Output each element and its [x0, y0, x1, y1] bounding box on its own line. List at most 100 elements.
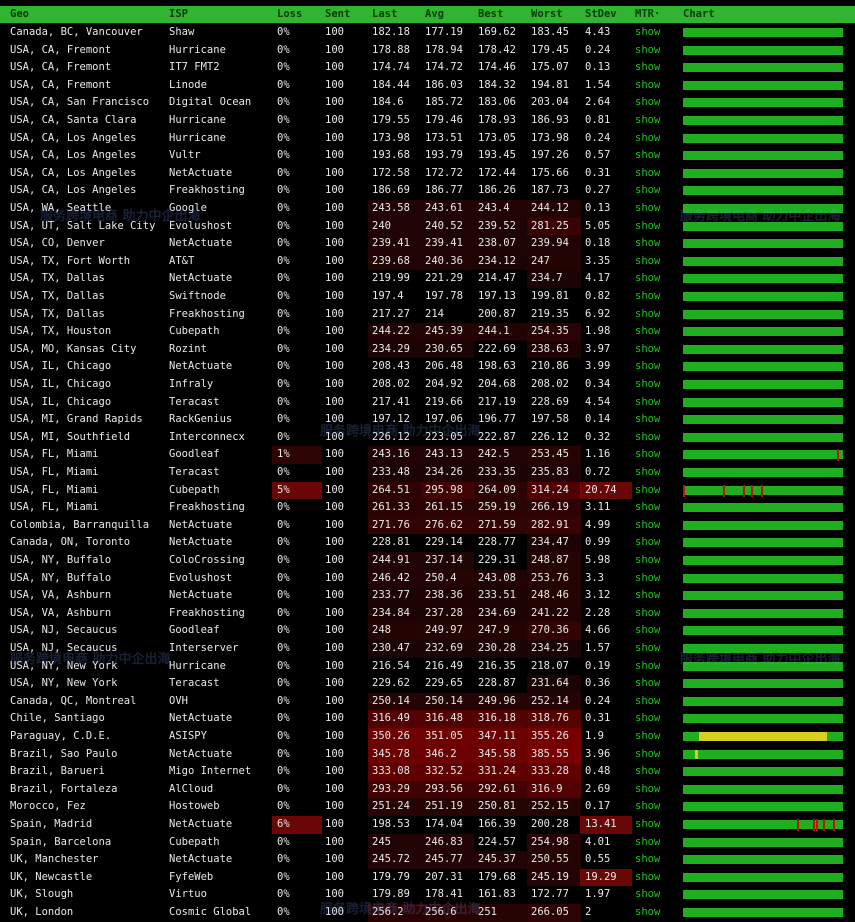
latency-heat-cell — [421, 833, 474, 852]
cell-isp: Shaw — [169, 26, 195, 38]
mtr-show-link[interactable]: show — [635, 307, 661, 320]
latency-chart-bar — [683, 28, 843, 37]
mtr-show-link[interactable]: show — [635, 554, 661, 566]
mtr-show-link[interactable]: show — [635, 853, 661, 866]
mtr-show-link[interactable]: show — [635, 888, 661, 901]
cell-isp: Virtuo — [169, 888, 207, 901]
mtr-show-link[interactable]: show — [635, 782, 661, 795]
mtr-show-link[interactable]: show — [635, 378, 661, 390]
cell-best: 228.77 — [478, 536, 516, 549]
mtr-show-link[interactable]: show — [635, 712, 661, 725]
table-row: Spain, Madrid NetActuate 6% 100 198.53 174.04… — [0, 816, 855, 834]
mtr-show-link[interactable]: show — [635, 430, 661, 443]
mtr-show-link[interactable]: show — [635, 360, 661, 373]
latency-heat-cell — [421, 728, 474, 746]
mtr-show-link[interactable]: show — [635, 571, 661, 584]
mtr-show-link[interactable]: show — [635, 272, 661, 285]
cell-avg: 173.51 — [425, 131, 463, 144]
latency-chart-bar — [683, 327, 843, 337]
cell-last: 178.88 — [372, 43, 410, 56]
mtr-show-link[interactable]: show — [635, 219, 661, 232]
mtr-show-link[interactable]: show — [635, 395, 661, 408]
header-avg[interactable]: Avg — [425, 8, 444, 20]
cell-isp: Freakhosting — [169, 501, 245, 514]
mtr-show-link[interactable]: show — [635, 694, 661, 707]
cell-avg: 245.77 — [425, 853, 463, 866]
cell-isp: NetActuate — [169, 237, 233, 250]
latency-heat-cell — [421, 745, 474, 764]
mtr-show-link[interactable]: show — [635, 114, 661, 126]
header-sent[interactable]: Sent — [325, 8, 351, 20]
cell-sent: 100 — [325, 624, 344, 637]
mtr-show-link[interactable]: show — [635, 166, 661, 179]
mtr-show-link[interactable]: show — [635, 448, 661, 461]
latency-heat-cell — [474, 692, 527, 711]
table-row: Paraguay, C.D.E. ASISPY 0% 100 350.26 351.05 3… — [0, 728, 855, 746]
mtr-show-link[interactable]: show — [635, 26, 661, 38]
cell-last: 198.53 — [372, 818, 410, 830]
mtr-show-link[interactable]: show — [635, 501, 661, 514]
mtr-show-link[interactable]: show — [635, 78, 661, 91]
mtr-show-link[interactable]: show — [635, 96, 661, 109]
header-stdev[interactable]: StDev — [585, 8, 617, 20]
cell-last: 243.58 — [372, 202, 410, 214]
header-loss[interactable]: Loss — [277, 8, 303, 20]
mtr-show-link[interactable]: show — [635, 184, 661, 197]
header-worst[interactable]: Worst — [531, 8, 563, 20]
mtr-show-link[interactable]: show — [635, 765, 661, 778]
mtr-show-link[interactable]: show — [635, 606, 661, 619]
latency-heat-cell — [527, 868, 581, 887]
mtr-show-link[interactable]: show — [635, 747, 661, 760]
mtr-show-link[interactable]: show — [635, 642, 661, 654]
mtr-show-link[interactable]: show — [635, 518, 661, 531]
mtr-show-link[interactable]: show — [635, 325, 661, 338]
mtr-show-link[interactable]: show — [635, 149, 661, 162]
cell-stdev: 19.29 — [585, 870, 617, 883]
cell-worst: 316.9 — [531, 782, 563, 795]
latency-chart-bar — [683, 98, 843, 108]
mtr-show-link[interactable]: show — [635, 43, 661, 56]
cell-isp: Evolushost — [169, 571, 233, 584]
mtr-show-link[interactable]: show — [635, 589, 661, 602]
cell-sent: 100 — [325, 360, 344, 373]
mtr-show-link[interactable]: show — [635, 413, 661, 426]
cell-stdev: 1.9 — [585, 730, 604, 742]
mtr-show-link[interactable]: show — [635, 536, 661, 549]
cell-isp: Hurricane — [169, 659, 226, 672]
mtr-show-link[interactable]: show — [635, 466, 661, 478]
table-row: USA, TX, Dallas NetActuate 0% 100 219.99 221.… — [0, 270, 855, 288]
packet-loss-tick — [761, 484, 763, 497]
mtr-show-link[interactable]: show — [635, 290, 661, 302]
cell-stdev: 0.72 — [585, 466, 611, 478]
mtr-show-link[interactable]: show — [635, 483, 661, 496]
mtr-show-link[interactable]: show — [635, 800, 661, 813]
cell-last: 256.2 — [372, 906, 404, 918]
mtr-show-link[interactable]: show — [635, 677, 661, 690]
mtr-show-link[interactable]: show — [635, 870, 661, 883]
cell-geo: USA, CA, Fremont — [10, 43, 112, 56]
mtr-show-link[interactable]: show — [635, 659, 661, 672]
mtr-show-link[interactable]: show — [635, 254, 661, 267]
table-row: USA, VA, Ashburn Freakhosting 0% 100 234.84 2… — [0, 604, 855, 623]
header-geo[interactable]: Geo — [10, 8, 29, 20]
cell-avg: 216.49 — [425, 659, 463, 672]
header-last[interactable]: Last — [372, 8, 398, 20]
mtr-show-link[interactable]: show — [635, 342, 661, 355]
mtr-show-link[interactable]: show — [635, 61, 661, 74]
cell-last: 239.68 — [372, 254, 410, 267]
mtr-show-link[interactable]: show — [635, 237, 661, 250]
mtr-show-link[interactable]: show — [635, 835, 661, 848]
latency-heat-cell — [421, 851, 474, 869]
latency-heat-cell — [474, 851, 527, 869]
mtr-show-link[interactable]: show — [635, 818, 661, 830]
mtr-show-link[interactable]: show — [635, 624, 661, 637]
cell-last: 293.29 — [372, 782, 410, 795]
mtr-show-link[interactable]: show — [635, 906, 661, 918]
mtr-show-link[interactable]: show — [635, 730, 661, 742]
mtr-show-link[interactable]: show — [635, 131, 661, 144]
cell-best: 174.46 — [478, 61, 516, 74]
mtr-show-link[interactable]: show — [635, 202, 661, 214]
header-best[interactable]: Best — [478, 8, 504, 20]
header-isp[interactable]: ISP — [169, 8, 188, 20]
latency-heat-cell — [527, 340, 581, 359]
